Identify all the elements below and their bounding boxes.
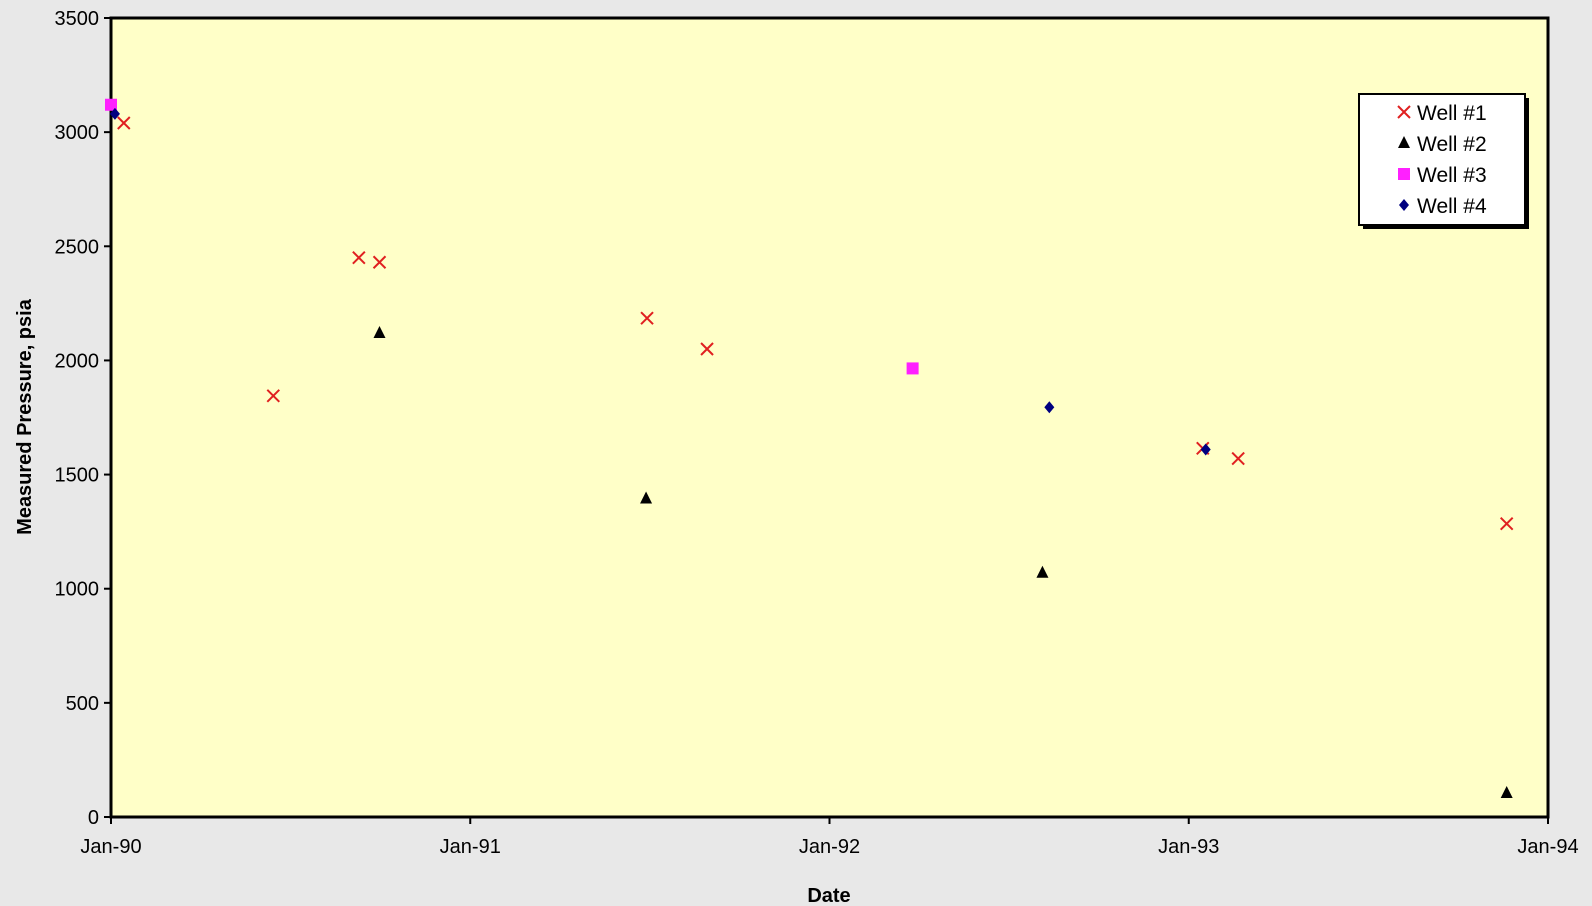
x-tick-label: Jan-92 bbox=[799, 836, 860, 858]
data-point bbox=[906, 362, 919, 375]
legend-marker bbox=[1398, 136, 1410, 148]
data-point bbox=[117, 116, 131, 130]
legend-marker bbox=[1397, 105, 1411, 119]
y-tick-label: 2000 bbox=[55, 350, 100, 372]
legend: Well #1 Well #2 Well #3 Well #4 bbox=[1358, 93, 1529, 229]
y-axis: 0 500 1000 1500 2000 2500 3000 3500 bbox=[55, 8, 111, 829]
x-tick-label: Jan-90 bbox=[80, 836, 141, 858]
legend-marker bbox=[1399, 199, 1409, 211]
x-tick-label: Jan-93 bbox=[1158, 836, 1219, 858]
data-point bbox=[372, 255, 387, 269]
y-tick-label: 500 bbox=[66, 693, 99, 715]
data-point bbox=[352, 250, 366, 265]
data-point bbox=[1231, 451, 1245, 466]
series-3 bbox=[105, 98, 919, 375]
data-point bbox=[1036, 565, 1049, 578]
series-2 bbox=[373, 326, 1513, 799]
x-axis: Jan-90 Jan-91 Jan-92 Jan-93 Jan-94 bbox=[80, 817, 1579, 858]
x-tick-label: Jan-94 bbox=[1517, 836, 1578, 858]
y-tick-label: 1000 bbox=[55, 579, 100, 601]
series-1 bbox=[117, 116, 1514, 531]
legend-label: Well #4 bbox=[1417, 195, 1487, 218]
legend-label: Well #2 bbox=[1417, 133, 1487, 156]
x-tick-label: Jan-91 bbox=[440, 836, 501, 858]
y-axis-title: Measured Pressure, psia bbox=[14, 298, 36, 535]
y-tick-label: 3000 bbox=[55, 122, 100, 144]
legend-label: Well #3 bbox=[1417, 164, 1487, 187]
data-point bbox=[1499, 516, 1514, 531]
legend-marker bbox=[1398, 168, 1410, 180]
data-point bbox=[640, 311, 654, 325]
data-point bbox=[109, 107, 120, 120]
x-axis-title: Date bbox=[807, 885, 850, 906]
data-point bbox=[105, 98, 117, 111]
data-point bbox=[700, 342, 714, 356]
legend-label: Well #1 bbox=[1417, 102, 1487, 125]
series-4 bbox=[109, 107, 1211, 456]
y-tick-label: 1500 bbox=[55, 465, 100, 487]
y-tick-label: 3500 bbox=[55, 8, 100, 30]
data-point bbox=[1200, 443, 1211, 456]
data-point bbox=[1044, 401, 1055, 414]
y-tick-label: 2500 bbox=[55, 236, 100, 258]
data-points bbox=[105, 98, 1514, 799]
data-point bbox=[1500, 786, 1513, 799]
data-point bbox=[373, 326, 386, 339]
data-point bbox=[640, 491, 653, 504]
legend-box bbox=[1358, 93, 1526, 226]
plot-area bbox=[109, 16, 1550, 819]
data-point bbox=[266, 389, 280, 403]
y-tick-label: 0 bbox=[88, 807, 99, 829]
